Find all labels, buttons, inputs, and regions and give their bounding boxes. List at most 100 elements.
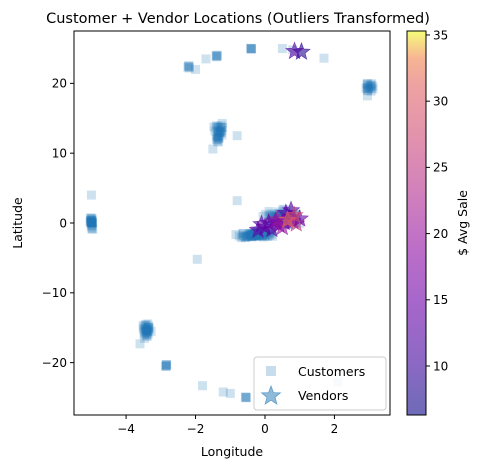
customer-point bbox=[138, 321, 148, 331]
customer-point bbox=[86, 216, 96, 226]
customer-point bbox=[241, 233, 251, 243]
customer-point bbox=[266, 229, 276, 239]
customer-point bbox=[86, 218, 96, 228]
customer-point bbox=[213, 137, 223, 147]
customer-point bbox=[366, 80, 376, 90]
customer-point bbox=[258, 211, 268, 221]
customer-point bbox=[236, 233, 246, 243]
customer-point bbox=[254, 231, 264, 241]
customer-point bbox=[142, 327, 152, 337]
customer-point bbox=[264, 231, 274, 240]
customer-point bbox=[253, 231, 263, 241]
customer-point bbox=[214, 127, 224, 137]
customer-point bbox=[259, 229, 269, 239]
customer-point bbox=[213, 130, 223, 140]
customer-point bbox=[216, 121, 226, 131]
customer-point bbox=[210, 126, 220, 136]
customer-point bbox=[161, 360, 171, 370]
customer-point bbox=[212, 131, 222, 141]
legend: Customers Vendors bbox=[253, 356, 387, 411]
customer-point bbox=[212, 51, 222, 61]
customer-point bbox=[261, 231, 271, 241]
customer-point bbox=[211, 132, 221, 142]
customer-point bbox=[211, 51, 221, 61]
customer-point bbox=[367, 79, 377, 89]
customer-point bbox=[247, 232, 257, 242]
customer-point bbox=[274, 207, 283, 217]
customer-point bbox=[217, 130, 227, 140]
x-tick-label: −4 bbox=[117, 422, 135, 436]
customer-point bbox=[247, 229, 257, 238]
customer-point bbox=[87, 217, 97, 226]
customer-point bbox=[143, 325, 153, 335]
customer-point bbox=[232, 131, 242, 141]
colorbar-frame bbox=[406, 30, 427, 416]
customer-point bbox=[368, 81, 378, 91]
customer-point bbox=[86, 218, 96, 228]
vendor-point bbox=[252, 214, 271, 233]
customer-point bbox=[214, 131, 224, 141]
customer-point bbox=[274, 209, 284, 219]
customer-point bbox=[214, 134, 224, 143]
customer-point bbox=[361, 83, 371, 93]
legend-vendors-label: Vendors bbox=[298, 388, 348, 403]
customer-point bbox=[184, 61, 194, 70]
customer-point bbox=[247, 231, 257, 241]
colorbar-tick-label: 15 bbox=[433, 293, 448, 307]
customer-point bbox=[248, 228, 258, 238]
customer-point bbox=[246, 231, 256, 241]
customers-layer bbox=[85, 43, 378, 403]
customer-point bbox=[184, 63, 194, 73]
customer-point bbox=[211, 123, 221, 133]
customer-point bbox=[243, 231, 253, 241]
customer-point bbox=[85, 216, 95, 226]
customer-point bbox=[139, 323, 149, 333]
customer-point bbox=[209, 122, 219, 132]
customer-point bbox=[366, 83, 376, 93]
customer-point bbox=[214, 133, 224, 143]
customer-point bbox=[211, 121, 221, 131]
customer-point bbox=[191, 64, 200, 74]
customer-point bbox=[217, 118, 227, 128]
colorbar-tick-label: 35 bbox=[433, 28, 448, 42]
customer-point bbox=[362, 91, 372, 101]
customer-point bbox=[215, 128, 225, 138]
legend-customers-marker bbox=[266, 366, 276, 376]
customer-point bbox=[86, 214, 96, 224]
customer-point bbox=[86, 221, 96, 231]
customer-point bbox=[162, 361, 172, 371]
customer-point bbox=[142, 331, 152, 341]
customer-point bbox=[238, 228, 248, 238]
customer-point bbox=[241, 393, 251, 403]
customer-point bbox=[143, 326, 153, 336]
customer-point bbox=[247, 44, 256, 54]
y-tick-label: −20 bbox=[42, 356, 67, 370]
customer-point bbox=[247, 228, 257, 238]
customer-point bbox=[87, 218, 96, 228]
customer-point bbox=[246, 232, 256, 242]
customer-point bbox=[218, 123, 228, 132]
customer-point bbox=[142, 330, 152, 340]
customer-point bbox=[245, 229, 255, 239]
customer-point bbox=[143, 319, 153, 329]
customer-point bbox=[246, 229, 256, 239]
customer-point bbox=[208, 144, 218, 154]
customer-point bbox=[142, 325, 152, 335]
x-tick-label: −2 bbox=[187, 422, 205, 436]
customer-point bbox=[144, 323, 154, 333]
customer-point bbox=[87, 218, 97, 228]
customer-point bbox=[234, 231, 244, 241]
customer-point bbox=[214, 127, 224, 137]
customer-point bbox=[213, 133, 223, 143]
customer-point bbox=[141, 328, 150, 338]
customer-point bbox=[141, 325, 151, 335]
customer-point bbox=[215, 127, 225, 137]
customer-point bbox=[87, 218, 97, 228]
customer-point bbox=[366, 86, 376, 96]
customer-point bbox=[87, 223, 97, 233]
customer-point bbox=[213, 125, 223, 135]
customer-point bbox=[270, 209, 279, 219]
customer-point bbox=[319, 53, 329, 63]
customer-point bbox=[248, 230, 258, 240]
customer-point bbox=[87, 215, 97, 225]
